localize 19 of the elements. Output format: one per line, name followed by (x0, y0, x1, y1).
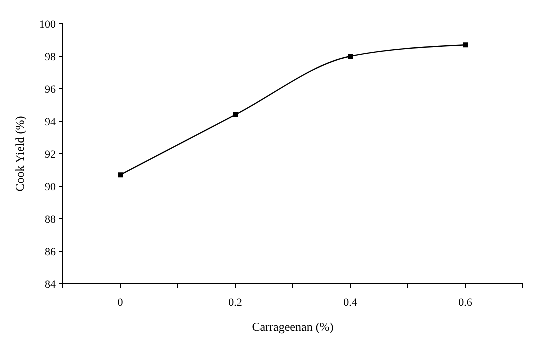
y-axis-title: Cook Yield (%) (13, 116, 27, 192)
y-tick-label: 86 (45, 246, 56, 258)
x-tick-label: 0 (118, 297, 124, 309)
point (233, 112, 238, 118)
point (118, 172, 123, 178)
point (348, 54, 353, 59)
x-axis-title: Carrageenan (%) (252, 320, 334, 334)
x-tick-label: 0.6 (458, 297, 473, 309)
x-tick-label: 0.2 (228, 297, 242, 309)
y-tick-label: 92 (45, 148, 56, 161)
point (463, 42, 468, 48)
y-tick-label: 94 (45, 116, 56, 128)
y-tick-label: 90 (45, 181, 56, 194)
y-tick-label: 84 (45, 278, 56, 291)
y-tick-label: 88 (45, 214, 56, 226)
y-tick-label: 100 (40, 18, 56, 31)
x-tick-label: 0.4 (344, 297, 358, 309)
y-tick-label: 98 (45, 51, 56, 64)
y-tick-label: 96 (45, 84, 56, 96)
